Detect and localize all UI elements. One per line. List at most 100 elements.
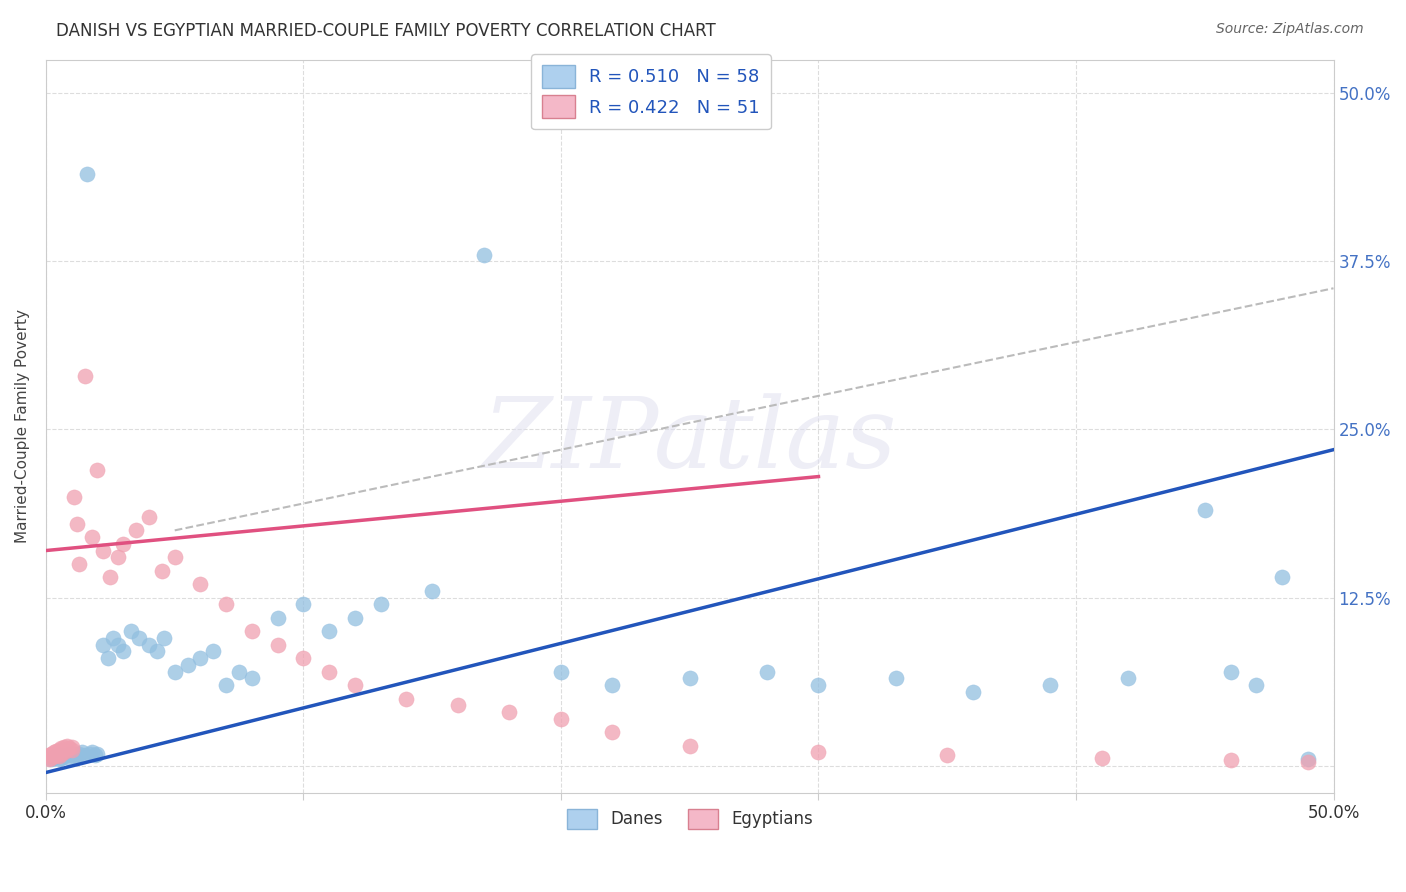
Point [48,752,70,766]
Point [39,752,62,766]
Point [756,665,779,679]
Point [53,745,76,759]
Point [69,747,91,761]
Point [51,747,73,761]
Point [42,745,65,759]
Point [1219,665,1241,679]
Point [292,651,315,665]
Point [1271,570,1294,584]
Point [55,739,77,753]
Point [1039,678,1062,692]
Point [73,368,96,383]
Point [60,747,83,761]
Point [82,745,104,759]
Point [58,750,80,764]
Point [42,750,65,764]
Point [228,665,250,679]
Point [240,671,263,685]
Point [69,557,91,571]
Point [138,638,160,652]
Point [1296,752,1319,766]
Point [550,665,572,679]
Text: ZIPatlas: ZIPatlas [482,393,897,489]
Point [150,564,173,578]
Point [447,698,470,713]
Point [101,631,124,645]
Point [267,638,290,652]
Point [45,747,67,762]
Point [884,671,907,685]
Point [153,631,176,645]
Point [550,712,572,726]
Point [58,741,80,756]
Point [679,671,702,685]
Point [53,739,76,754]
Point [936,747,959,762]
Point [163,550,186,565]
Point [48,742,70,756]
Point [39,747,62,761]
Point [215,598,238,612]
Point [318,665,340,679]
Point [60,742,83,756]
Point [53,749,76,764]
Legend: Danes, Egyptians: Danes, Egyptians [560,802,820,836]
Point [79,747,101,761]
Point [190,651,212,665]
Point [63,490,86,504]
Point [370,598,392,612]
Point [51,741,73,756]
Point [343,611,366,625]
Point [51,750,73,764]
Point [86,747,108,761]
Point [97,651,120,665]
Point [42,749,65,764]
Point [240,624,263,639]
Point [1194,503,1216,517]
Point [91,638,114,652]
Point [190,577,212,591]
Y-axis label: Married-Couple Family Poverty: Married-Couple Family Poverty [15,310,30,543]
Point [45,744,67,758]
Point [472,247,495,261]
Text: Source: ZipAtlas.com: Source: ZipAtlas.com [1216,22,1364,37]
Point [602,725,624,739]
Point [48,749,70,764]
Point [125,524,148,538]
Point [66,747,89,762]
Text: DANISH VS EGYPTIAN MARRIED-COUPLE FAMILY POVERTY CORRELATION CHART: DANISH VS EGYPTIAN MARRIED-COUPLE FAMILY… [56,22,716,40]
Point [38,752,60,766]
Point [120,624,142,639]
Point [1296,755,1319,769]
Point [55,747,77,762]
Point [70,745,93,759]
Point [138,510,160,524]
Point [107,638,129,652]
Point [38,747,60,762]
Point [962,685,984,699]
Point [679,739,702,753]
Point [343,678,366,692]
Point [1091,750,1114,764]
Point [91,543,114,558]
Point [318,624,340,639]
Point [76,167,98,181]
Point [176,657,198,672]
Point [202,644,225,658]
Point [55,742,77,756]
Point [98,570,121,584]
Point [112,537,135,551]
Point [86,463,108,477]
Point [83,747,105,762]
Point [60,739,83,754]
Point [112,644,135,658]
Point [420,583,443,598]
Point [1219,753,1241,767]
Point [292,598,315,612]
Point [1246,678,1268,692]
Point [1116,671,1139,685]
Point [66,516,89,531]
Point [395,691,418,706]
Point [73,747,96,762]
Point [145,644,167,658]
